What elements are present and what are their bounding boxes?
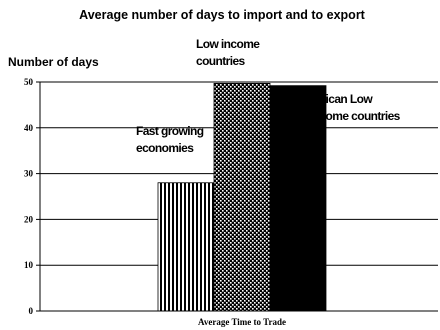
annotation-line: Fast growing — [136, 124, 204, 138]
axes — [36, 81, 438, 312]
annotation-line: economies — [136, 141, 194, 155]
annotation-line: countries — [196, 54, 246, 68]
y-tick-label: 50 — [24, 77, 34, 87]
y-tick-label: 40 — [24, 123, 34, 133]
bar-dots — [213, 82, 271, 312]
bar-annotation: Fast growing economies — [136, 124, 204, 155]
y-tick-labels: 0 10 20 30 40 50 — [24, 77, 34, 316]
y-tick-label: 10 — [24, 260, 34, 270]
bar-annotations: Fast growing economies Low income countries… — [136, 37, 401, 155]
bar-annotation: Low income countries — [196, 37, 260, 68]
annotation-line: income countries — [310, 109, 401, 123]
bar-vertical-stripes — [157, 182, 215, 312]
bar-solid-black — [269, 85, 327, 312]
annotation-line: African Low — [310, 92, 373, 106]
bar-annotation: African Low income countries — [310, 92, 401, 123]
y-tick-label: 20 — [24, 214, 34, 224]
y-axis-label: Number of days — [8, 55, 99, 69]
annotation-line: Low income — [196, 37, 260, 51]
chart-title: Average number of days to import and to … — [79, 8, 366, 22]
y-tick-label: 30 — [24, 169, 34, 179]
x-axis-label: Average Time to Trade — [198, 317, 286, 327]
bars — [157, 82, 327, 312]
y-tick-label: 0 — [29, 306, 34, 316]
